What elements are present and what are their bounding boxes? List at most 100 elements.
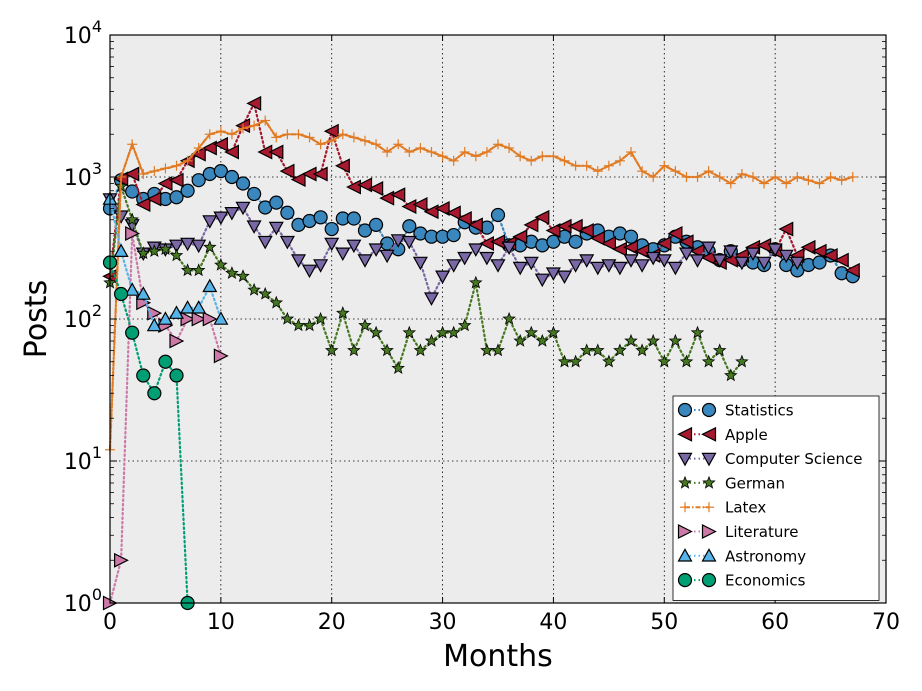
point-german bbox=[635, 343, 649, 357]
point-german bbox=[336, 305, 350, 319]
point-latex bbox=[238, 123, 249, 134]
y-tick-label: 103 bbox=[64, 159, 102, 191]
point-apple bbox=[623, 239, 639, 255]
point-latex bbox=[326, 135, 337, 146]
series-economics bbox=[102, 255, 195, 611]
point-latex bbox=[348, 132, 359, 143]
point-latex bbox=[626, 146, 637, 157]
point-apple bbox=[357, 177, 373, 193]
series-astronomy bbox=[102, 191, 229, 332]
point-latex bbox=[493, 139, 503, 150]
point-german bbox=[369, 325, 383, 339]
point-computer-science bbox=[246, 220, 262, 234]
legend-marker bbox=[677, 402, 693, 418]
point-apple bbox=[844, 262, 860, 278]
point-latex bbox=[271, 132, 282, 143]
point-statistics bbox=[368, 217, 384, 232]
y-tick-label: 102 bbox=[64, 301, 102, 333]
point-computer-science bbox=[623, 254, 639, 268]
point-computer-science bbox=[645, 251, 661, 266]
point-apple bbox=[401, 199, 417, 214]
point-statistics bbox=[180, 183, 195, 198]
legend-item-literature: Literature bbox=[677, 523, 798, 541]
legend-label: German bbox=[725, 474, 785, 492]
point-latex bbox=[703, 166, 714, 177]
point-literature bbox=[202, 311, 218, 327]
x-tick-label: 20 bbox=[318, 610, 346, 635]
point-computer-science bbox=[468, 243, 484, 257]
point-apple bbox=[157, 176, 173, 191]
point-german bbox=[690, 325, 705, 339]
point-latex bbox=[404, 146, 415, 157]
point-apple bbox=[778, 221, 794, 237]
point-german bbox=[424, 333, 439, 347]
point-latex bbox=[781, 178, 792, 189]
legend-item-economics: Economics bbox=[677, 572, 806, 590]
point-literature bbox=[147, 305, 163, 321]
point-latex bbox=[548, 151, 559, 162]
legend-label: Computer Science bbox=[725, 450, 862, 468]
legend-marker bbox=[677, 426, 693, 442]
point-computer-science bbox=[446, 259, 462, 273]
legend-label: Economics bbox=[725, 572, 806, 590]
point-german bbox=[668, 333, 683, 347]
point-german bbox=[701, 354, 716, 368]
point-german bbox=[280, 311, 295, 325]
point-latex bbox=[382, 146, 393, 157]
y-axis-label: Posts bbox=[19, 280, 54, 358]
point-apple bbox=[534, 209, 550, 225]
point-german bbox=[380, 343, 394, 357]
point-apple bbox=[612, 241, 628, 257]
point-latex bbox=[592, 166, 603, 177]
point-apple bbox=[312, 166, 328, 182]
series-latex bbox=[105, 115, 858, 455]
point-latex bbox=[659, 160, 670, 171]
point-apple bbox=[268, 144, 284, 160]
point-german bbox=[591, 343, 605, 357]
point-latex bbox=[149, 166, 160, 177]
point-apple bbox=[545, 223, 561, 238]
y-tick-exponent: 0 bbox=[92, 585, 102, 604]
point-apple bbox=[479, 236, 494, 251]
x-tick-label: 30 bbox=[429, 610, 457, 635]
point-german bbox=[180, 263, 195, 277]
point-german bbox=[535, 333, 550, 347]
point-apple bbox=[290, 172, 306, 187]
point-apple bbox=[323, 123, 339, 139]
point-computer-science bbox=[401, 235, 417, 250]
point-german bbox=[191, 263, 206, 277]
point-apple bbox=[578, 223, 594, 238]
point-apple bbox=[346, 179, 361, 195]
y-tick-label: 101 bbox=[64, 443, 102, 475]
point-latex bbox=[747, 172, 758, 182]
point-latex bbox=[182, 155, 193, 166]
point-astronomy bbox=[113, 243, 129, 257]
point-computer-science bbox=[512, 261, 528, 276]
point-statistics bbox=[812, 255, 827, 270]
point-latex bbox=[637, 166, 648, 177]
series-line-german bbox=[108, 185, 744, 378]
point-apple bbox=[833, 252, 849, 268]
point-computer-science bbox=[268, 221, 284, 236]
legend-item-german: German bbox=[678, 474, 785, 492]
point-computer-science bbox=[756, 256, 772, 271]
point-german bbox=[602, 354, 616, 368]
series-apple bbox=[102, 95, 860, 284]
legend-item-apple: Apple bbox=[677, 426, 768, 444]
point-apple bbox=[423, 204, 439, 220]
point-computer-science bbox=[168, 239, 185, 254]
point-latex bbox=[304, 132, 315, 143]
point-latex bbox=[293, 129, 304, 140]
point-german bbox=[236, 269, 250, 282]
point-literature bbox=[169, 333, 185, 349]
point-computer-science bbox=[634, 259, 650, 273]
point-apple bbox=[800, 239, 816, 255]
series-layer bbox=[102, 95, 860, 611]
point-statistics bbox=[247, 186, 262, 202]
point-apple bbox=[146, 191, 162, 207]
point-german bbox=[158, 242, 173, 256]
point-astronomy bbox=[124, 282, 140, 296]
point-economics bbox=[125, 325, 140, 340]
point-statistics bbox=[402, 219, 417, 234]
point-computer-science bbox=[689, 254, 706, 268]
